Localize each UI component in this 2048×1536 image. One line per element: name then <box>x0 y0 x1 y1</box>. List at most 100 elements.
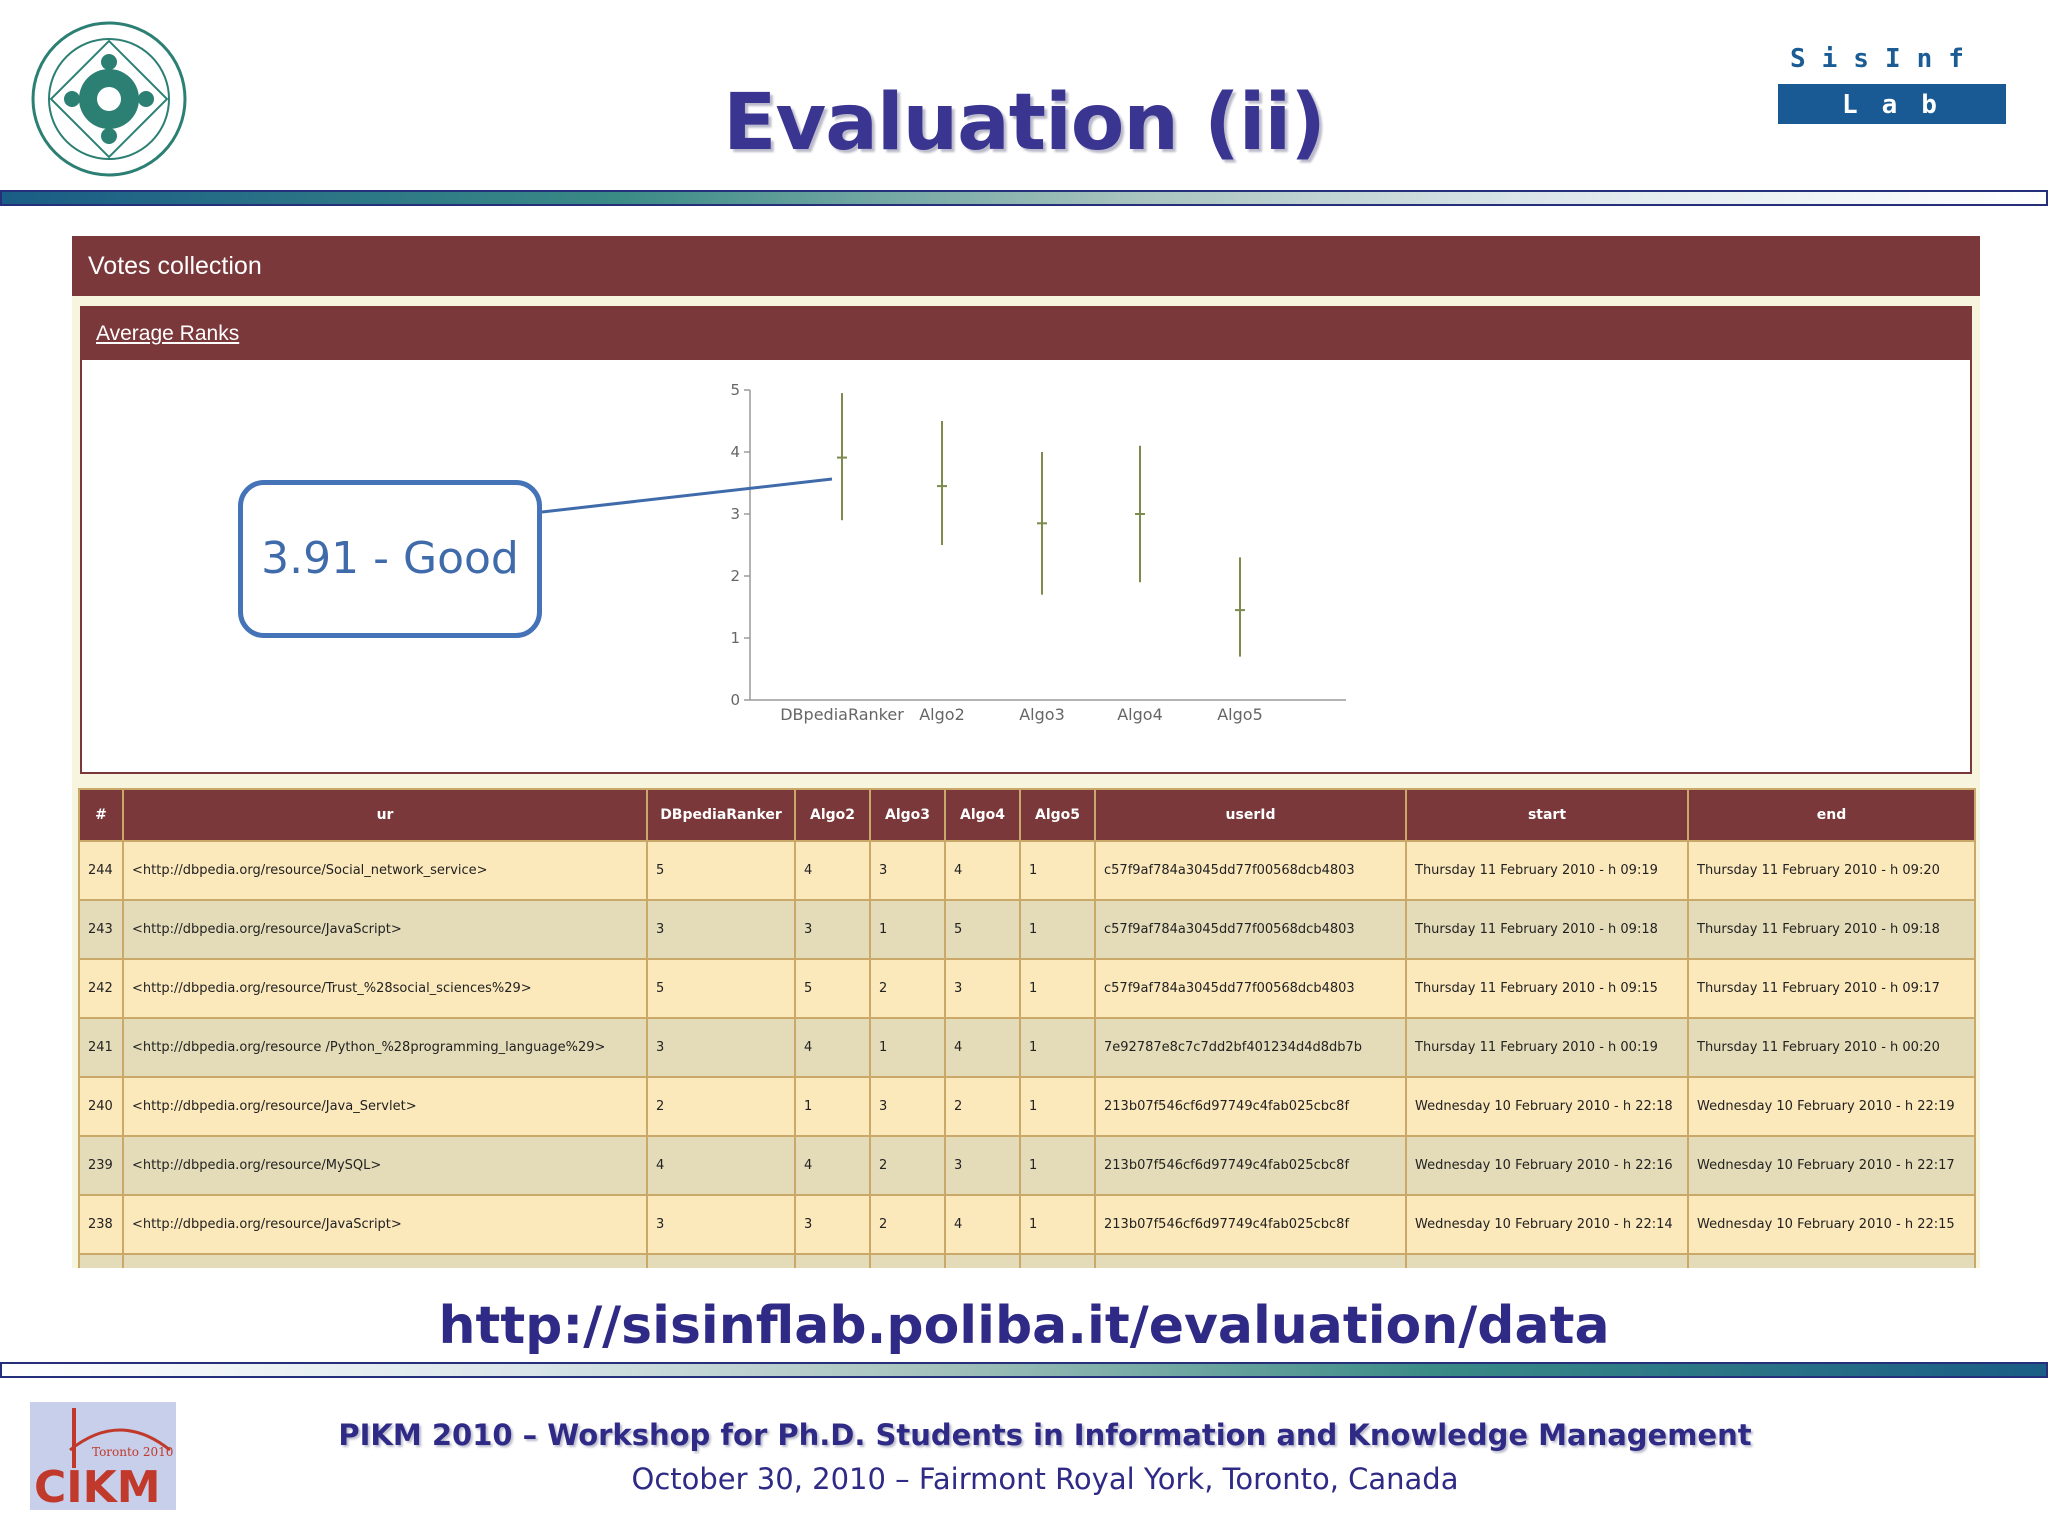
sisinflab-logo-band <box>1778 84 2006 124</box>
col-algo5-header[interactable]: Algo5 <box>1019 788 1096 842</box>
user-id: c57f9af784a3045dd77f00568dcb4803 <box>1094 840 1407 901</box>
rank-algo5: 1 <box>1019 1135 1096 1196</box>
politecnico-seal-logo <box>31 21 187 177</box>
y-tick-label: 2 <box>730 567 740 585</box>
sisinflab-logo-top-text: SisInf <box>1790 44 1980 74</box>
evaluation-data-url[interactable]: http://sisinflab.poliba.it/evaluation/da… <box>438 1296 1610 1356</box>
col-end-header[interactable]: end <box>1687 788 1976 842</box>
rank-algo4: 5 <box>944 899 1021 960</box>
col-uri-header[interactable]: ur <box>122 788 648 842</box>
app-screenshot: Votes collection Average Ranks 0 1 2 3 4 5 DBp… <box>72 236 1980 1268</box>
rank-algo5: 1 <box>1019 899 1096 960</box>
col-algo3-header[interactable]: Algo3 <box>869 788 946 842</box>
rank-algo3: 2 <box>869 958 946 1019</box>
rank-algo2: 3 <box>794 1253 871 1268</box>
rank-algo3: 2 <box>869 1253 946 1268</box>
rank-dbpediaranker: 3 <box>646 899 796 960</box>
votes-table-container: # ur DBpediaRanker Algo2 Algo3 Algo4 Algo5 user… <box>78 788 1976 1268</box>
rank-algo3: 3 <box>869 840 946 901</box>
rank-algo5: 1 <box>1019 1194 1096 1255</box>
table-row: 237<http://dbpedia.org/resource/Lisp_%28… <box>78 1253 1976 1268</box>
col-algo2-header[interactable]: Algo2 <box>794 788 871 842</box>
rank-algo2: 4 <box>794 840 871 901</box>
end-time: Thursday 11 February 2010 - h 09:18 <box>1687 899 1976 960</box>
rank-algo4: 4 <box>944 840 1021 901</box>
footer-date-venue: October 30, 2010 – Fairmont Royal York, … <box>631 1462 1459 1496</box>
rank-algo3: 1 <box>869 1017 946 1078</box>
table-header-row: # ur DBpediaRanker Algo2 Algo3 Algo4 Algo5 user… <box>78 788 1976 842</box>
start-time: Wednesday 10 February 2010 - h <box>1405 1253 1689 1268</box>
rank-algo2: 4 <box>794 1017 871 1078</box>
rank-algo2: 1 <box>794 1076 871 1137</box>
y-tick-label: 5 <box>730 381 740 399</box>
x-tick-label: Algo3 <box>1019 705 1065 724</box>
resource-uri: <http://dbpedia.org/resource/Social_netw… <box>122 840 648 901</box>
table-row: 239 <http://dbpedia.org/resource/MySQL> 4 4… <box>78 1135 1976 1196</box>
col-userid-header[interactable]: userId <box>1094 788 1407 842</box>
app-header-bar: Votes collection <box>72 236 1980 296</box>
row-number: 238 <box>78 1194 124 1255</box>
table-row: 244 <http://dbpedia.org/resource/Social_n… <box>78 840 1976 901</box>
start-time: Wednesday 10 February 2010 - h 22:14 <box>1405 1194 1689 1255</box>
rank-dbpediaranker: 4 <box>646 1135 796 1196</box>
rank-algo2: 3 <box>794 1194 871 1255</box>
resource-uri: <http://dbpedia.org/resource/Trust_%28so… <box>122 958 648 1019</box>
rank-dbpediaranker: 2 <box>646 1076 796 1137</box>
cikm-logo: Toronto 2010 CIKM <box>30 1402 176 1510</box>
rank-algo2: 5 <box>794 958 871 1019</box>
sisinflab-logo-band-text: Lab <box>1842 90 1961 120</box>
col-algo4-header[interactable]: Algo4 <box>944 788 1021 842</box>
col-start-header[interactable]: start <box>1405 788 1689 842</box>
y-tick-label: 1 <box>730 629 740 647</box>
cikm-logo-year: Toronto 2010 <box>92 1445 173 1459</box>
resource-uri: <http://dbpedia.org/resource/Java_Servle… <box>122 1076 648 1137</box>
start-time: Thursday 11 February 2010 - h 00:19 <box>1405 1017 1689 1078</box>
votes-table: # ur DBpediaRanker Algo2 Algo3 Algo4 Algo5 user… <box>78 788 1976 1268</box>
panel-header: Average Ranks <box>82 308 1970 360</box>
row-number: 243 <box>78 899 124 960</box>
rank-dbpediaranker: 5 <box>646 840 796 901</box>
table-row: 238 <http://dbpedia.org/resource/JavaScri… <box>78 1194 1976 1255</box>
rank-algo4: 2 <box>944 1076 1021 1137</box>
rank-dbpediaranker: 3 <box>646 1017 796 1078</box>
rank-algo5: 1 <box>1019 1076 1096 1137</box>
row-number: 239 <box>78 1135 124 1196</box>
col-dbpediaranker-header[interactable]: DBpediaRanker <box>646 788 796 842</box>
footer-divider <box>0 1362 2048 1378</box>
y-tick-label: 0 <box>730 691 740 709</box>
average-ranks-panel: Average Ranks 0 1 2 3 4 5 DBpediaRanker Algo2 Al… <box>80 306 1972 774</box>
resource-uri: <http://dbpedia.org/resource/MySQL> <box>122 1135 648 1196</box>
callout-box: 3.91 - Good <box>238 480 542 638</box>
sisinflab-logo: SisInf Lab <box>1778 44 2006 148</box>
table-row: 240 <http://dbpedia.org/resource/Java_Ser… <box>78 1076 1976 1137</box>
end-time: Thursday 11 February 2010 - h 09:20 <box>1687 840 1976 901</box>
rank-algo4: 4 <box>944 1017 1021 1078</box>
user-id: 7e92787e8c7c7dd2bf401234d4d8db7b <box>1094 1017 1407 1078</box>
rank-algo4: 3 <box>944 1253 1021 1268</box>
slide-title: Evaluation (ii) <box>723 78 1326 168</box>
resource-uri: <http://dbpedia.org/resource/Lisp_%28pro… <box>122 1253 648 1268</box>
user-id: 213b07f546cf6d97749c4fab025cbc8f <box>1094 1253 1407 1268</box>
rank-algo3: 3 <box>869 1076 946 1137</box>
rank-algo5: 1 <box>1019 840 1096 901</box>
table-row: 242 <http://dbpedia.org/resource/Trust_%2… <box>78 958 1976 1019</box>
x-tick-label: Algo4 <box>1117 705 1163 724</box>
col-number-header[interactable]: # <box>78 788 124 842</box>
user-id: c57f9af784a3045dd77f00568dcb4803 <box>1094 958 1407 1019</box>
user-id: 213b07f546cf6d97749c4fab025cbc8f <box>1094 1076 1407 1137</box>
x-tick-label: DBpediaRanker <box>780 705 904 724</box>
start-time: Thursday 11 February 2010 - h 09:19 <box>1405 840 1689 901</box>
row-number: 237 <box>78 1253 124 1268</box>
resource-uri: <http://dbpedia.org/resource /Python_%28… <box>122 1017 648 1078</box>
rank-dbpediaranker: 4 <box>646 1253 796 1268</box>
start-time: Thursday 11 February 2010 - h 09:18 <box>1405 899 1689 960</box>
row-number: 241 <box>78 1017 124 1078</box>
rank-dbpediaranker: 5 <box>646 958 796 1019</box>
header-divider <box>0 190 2048 206</box>
rank-algo3: 1 <box>869 899 946 960</box>
rank-algo5: 1 <box>1019 958 1096 1019</box>
app-header-title: Votes collection <box>88 252 262 280</box>
average-ranks-link[interactable]: Average Ranks <box>96 322 240 345</box>
end-time: Thursday 11 February 2010 - h 00:20 <box>1687 1017 1976 1078</box>
x-tick-label: Algo5 <box>1217 705 1263 724</box>
